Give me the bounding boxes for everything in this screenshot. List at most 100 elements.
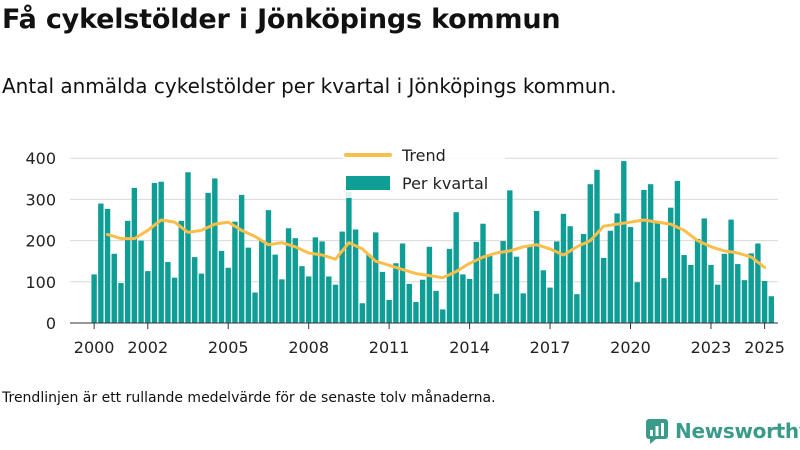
- bar: [218, 250, 225, 323]
- bar: [547, 287, 553, 323]
- bar: [487, 255, 493, 323]
- bar: [728, 219, 734, 323]
- x-axis: 2000 2002 2005 2008 2011 2014 2017 2020 2023 2025: [70, 322, 785, 357]
- bar: [741, 280, 748, 323]
- bar: [426, 246, 433, 323]
- bar: [118, 283, 124, 323]
- legend-label-trend: Trend: [401, 146, 446, 165]
- bar: [694, 238, 701, 323]
- x-tick-label: 2005: [208, 338, 249, 357]
- bar: [594, 169, 600, 323]
- bar: [98, 203, 104, 323]
- bar: [587, 184, 593, 323]
- bar: [554, 241, 560, 323]
- bar: [466, 278, 473, 323]
- bar: [238, 194, 245, 323]
- bar: [232, 221, 238, 323]
- brand-logo: Newsworthy: [645, 418, 800, 444]
- y-tick-label: 300: [25, 190, 56, 209]
- bar: [292, 238, 298, 323]
- y-tick-label: 200: [25, 232, 56, 251]
- bar: [634, 282, 640, 323]
- bar: [379, 271, 386, 323]
- bar: [406, 283, 412, 323]
- x-tick-label: 2008: [288, 338, 329, 357]
- bar: [305, 276, 312, 323]
- bar: [755, 243, 761, 323]
- bar: [212, 178, 218, 323]
- bar: [540, 270, 547, 323]
- bar: [480, 223, 486, 323]
- bar: [513, 256, 520, 323]
- bar: [265, 210, 272, 323]
- bar: [688, 264, 694, 323]
- bar: [614, 213, 620, 323]
- bar: [460, 274, 466, 323]
- bar: [641, 189, 647, 323]
- bar: [399, 243, 406, 323]
- bar: [621, 161, 627, 323]
- bar: [272, 254, 278, 323]
- x-tick-label: 2025: [744, 338, 785, 357]
- y-tick-label: 0: [46, 314, 56, 333]
- trend-series: [106, 218, 767, 280]
- bar: [185, 172, 191, 323]
- bar: [131, 187, 138, 323]
- bar: [192, 257, 198, 323]
- bar: [332, 284, 339, 323]
- bar: [373, 232, 379, 323]
- bar: [151, 182, 158, 323]
- bar: [279, 279, 285, 323]
- bar: [339, 231, 345, 323]
- bar: [567, 226, 573, 323]
- newsworthy-logo-icon: [646, 419, 668, 444]
- bar: [91, 274, 97, 323]
- y-tick-label: 100: [25, 273, 56, 292]
- bar: [299, 266, 305, 323]
- bar: [473, 241, 479, 323]
- bar: [326, 276, 332, 323]
- bar: [165, 262, 171, 323]
- bar: [714, 284, 721, 323]
- bar: [721, 253, 728, 323]
- bar: [178, 220, 184, 323]
- bar: [735, 264, 741, 323]
- x-tick-label: 2014: [449, 338, 490, 357]
- bar: [252, 292, 258, 323]
- bar: [285, 228, 292, 323]
- bar: [138, 240, 144, 323]
- bar: [346, 192, 352, 323]
- trend-line: [106, 218, 767, 280]
- legend-swatch-bars: [346, 176, 390, 190]
- bar: [560, 213, 567, 323]
- bar: [111, 253, 117, 323]
- bar: [654, 221, 661, 323]
- x-tick-label: 2023: [691, 338, 732, 357]
- legend: Trend Per kvartal: [343, 144, 505, 198]
- bar: [661, 278, 667, 323]
- bar: [761, 280, 768, 323]
- bar: [668, 207, 674, 323]
- x-tick-label: 2002: [127, 338, 168, 357]
- bar: [453, 212, 459, 323]
- bar: [198, 273, 205, 323]
- x-tick-label: 2020: [610, 338, 651, 357]
- bar: [533, 210, 540, 323]
- brand-name: Newsworthy: [675, 419, 800, 443]
- bar: [171, 277, 178, 323]
- bar: [225, 267, 231, 323]
- bar: [104, 208, 111, 323]
- legend-label-bars: Per kvartal: [402, 174, 488, 193]
- bar: [708, 264, 714, 323]
- bar: [681, 255, 687, 323]
- y-tick-label: 400: [25, 149, 56, 168]
- bar: [393, 263, 399, 323]
- bar: [413, 301, 419, 323]
- bar: [574, 294, 580, 323]
- chart-title: Få cykelstölder i Jönköpings kommun: [2, 4, 561, 35]
- bar: [440, 309, 446, 323]
- y-axis-labels: 0 100 200 300 400: [25, 149, 56, 333]
- bar: [386, 299, 392, 323]
- x-tick-label: 2000: [74, 338, 115, 357]
